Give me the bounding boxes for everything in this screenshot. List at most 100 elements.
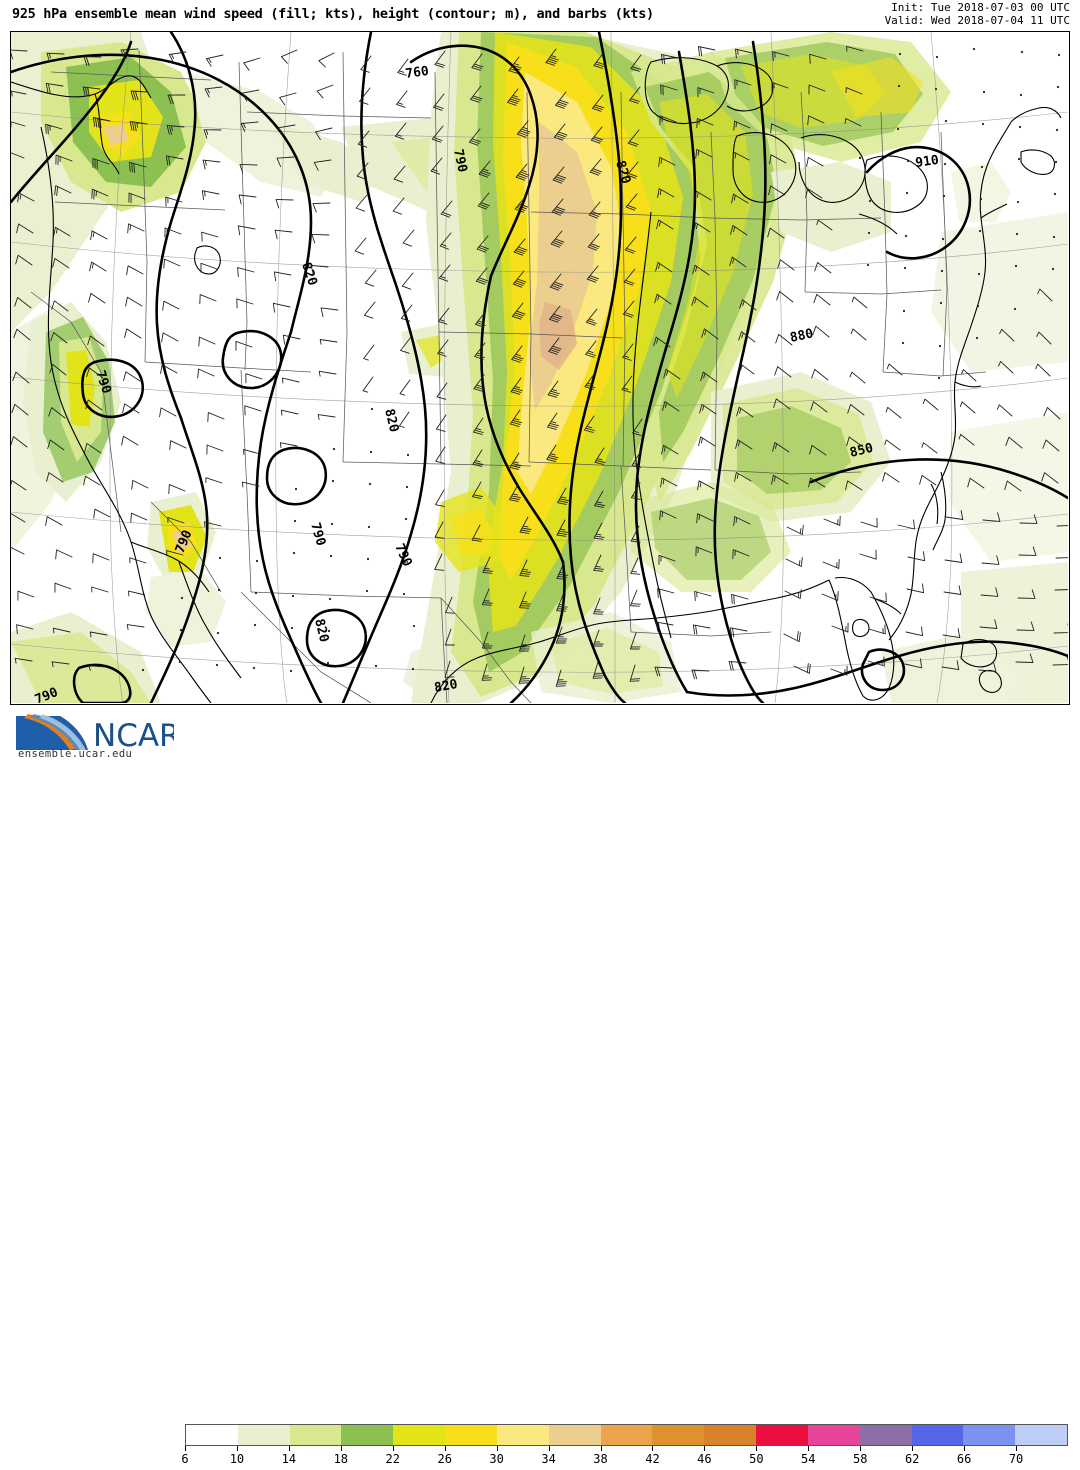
wind-barb	[168, 484, 186, 495]
windspeed-colorbar[interactable]	[185, 1424, 1068, 1446]
wind-barb	[823, 515, 841, 526]
wind-barb	[201, 231, 219, 242]
wind-barb	[131, 479, 149, 490]
wind-barb	[92, 553, 110, 564]
wind-barb-calm	[332, 447, 336, 451]
wind-barb	[734, 471, 752, 482]
wind-barb-calm	[1051, 267, 1055, 271]
wind-barb	[276, 156, 295, 167]
wind-barb	[693, 222, 711, 233]
wind-barb	[198, 336, 216, 347]
wind-barb	[478, 160, 491, 178]
wind-barb	[273, 271, 292, 282]
forecast-timestamp-block: Init: Tue 2018-07-03 00 UTC Valid: Wed 2…	[885, 1, 1070, 27]
wind-barb	[515, 163, 530, 181]
ncar-logo[interactable]: NCAR	[8, 710, 181, 764]
footer-bar: NCAR ensemble.ucar.edu 6 10 14 18 22 26 30 34 38…	[0, 706, 1080, 1466]
page-title: 925 hPa ensemble mean wind speed (fill; …	[12, 6, 654, 22]
wind-barb	[659, 115, 677, 126]
wind-barb-calm	[866, 263, 870, 267]
colorbar-tick-label: 34	[541, 1452, 556, 1466]
ncar-swoosh-icon	[16, 714, 88, 750]
windspeed-fill-layer	[11, 32, 1068, 703]
wind-barb	[556, 594, 568, 612]
wind-barb	[1017, 589, 1036, 599]
wind-barb-calm	[896, 127, 900, 131]
wind-barb	[167, 517, 185, 524]
colorbar-tick-label: 46	[697, 1452, 712, 1466]
wind-barb	[92, 158, 110, 170]
wind-barb	[11, 546, 25, 555]
wind-barb	[1004, 480, 1022, 492]
ncar-url-label[interactable]: ensemble.ucar.edu	[18, 748, 133, 760]
colorbar-swatch	[652, 1425, 705, 1445]
wind-barb	[519, 516, 532, 534]
colorbar-tickmark	[652, 1446, 654, 1451]
wind-barb	[733, 120, 751, 131]
wind-barb	[440, 200, 453, 218]
wind-barb	[396, 90, 408, 108]
wind-barb	[120, 48, 139, 59]
wind-barb-calm	[403, 560, 407, 564]
coastline-layer	[11, 57, 1062, 703]
wind-barb-calm	[1013, 307, 1017, 311]
wind-barb-calm	[1054, 160, 1058, 164]
map-canvas[interactable]: 760 790 790 790 790 790 790 820 820 820 …	[11, 32, 1068, 703]
wind-barb	[700, 371, 718, 383]
wind-barb	[47, 439, 65, 451]
wind-barb	[472, 417, 484, 435]
wind-barb	[435, 414, 447, 432]
wind-barb	[630, 482, 641, 500]
wind-barb	[590, 126, 603, 144]
wind-barb	[82, 86, 101, 97]
weather-map-panel[interactable]: 760 790 790 790 790 790 790 820 820 820 …	[10, 31, 1070, 705]
wind-barb	[434, 553, 445, 571]
wind-barb	[768, 185, 786, 196]
wind-barb	[586, 265, 599, 283]
wind-barb-calm	[368, 482, 372, 486]
wind-barb	[200, 262, 218, 273]
wind-barb	[967, 477, 985, 489]
wind-barb	[655, 261, 673, 273]
wind-barb	[630, 557, 641, 575]
wind-barb	[437, 339, 449, 357]
wind-barb	[124, 328, 142, 339]
wind-barb	[318, 52, 335, 68]
wind-barb-calm	[180, 596, 184, 600]
colorbar-tick-label: 50	[749, 1452, 764, 1466]
wind-barb	[167, 94, 186, 105]
wind-barb	[623, 268, 636, 286]
wind-barb	[585, 308, 598, 326]
wind-barb-calm	[366, 557, 370, 561]
wind-barb	[655, 621, 674, 632]
wind-barb	[433, 93, 445, 111]
wind-barb	[691, 669, 710, 680]
wind-barb	[163, 258, 181, 269]
wind-barb-calm	[1014, 264, 1018, 268]
wind-barb	[393, 165, 406, 183]
wind-barb	[1019, 514, 1038, 524]
colorbar-tickmark	[808, 1446, 810, 1451]
wind-barb	[1053, 623, 1068, 634]
wind-barb	[814, 262, 832, 274]
wind-barb	[738, 331, 756, 343]
wind-barb	[696, 513, 714, 524]
wind-barb	[239, 163, 258, 174]
colorbar-swatch	[289, 1425, 342, 1445]
wind-barb	[783, 631, 801, 643]
wind-barb	[978, 662, 997, 672]
wind-barb-calm	[1018, 125, 1022, 129]
wind-barb-calm	[218, 556, 222, 560]
wind-barb	[735, 48, 753, 59]
wind-barb	[93, 508, 111, 519]
colorbar-tick-label: 70	[1008, 1452, 1024, 1466]
colorbar-swatch	[756, 1425, 808, 1445]
colorbar-swatch	[807, 1425, 860, 1445]
wind-barb	[282, 334, 301, 345]
ncar-wordmark: NCAR	[93, 718, 174, 754]
wind-barb	[244, 405, 262, 416]
wind-barb	[159, 407, 177, 418]
wind-barb	[401, 272, 414, 290]
wind-barb-calm	[328, 597, 332, 601]
wind-barb	[434, 50, 446, 68]
